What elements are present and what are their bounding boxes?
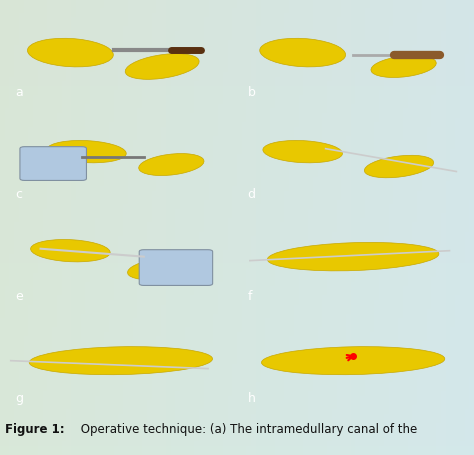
Text: f: f [247,290,252,303]
Ellipse shape [29,347,212,375]
Ellipse shape [267,243,439,271]
Ellipse shape [27,39,113,68]
Text: e: e [15,290,23,303]
Text: Operative technique: (a) The intramedullary canal of the: Operative technique: (a) The intramedull… [77,422,417,435]
FancyBboxPatch shape [139,250,213,286]
Ellipse shape [371,56,436,78]
Ellipse shape [128,258,197,280]
FancyBboxPatch shape [20,147,86,181]
Text: b: b [247,86,255,99]
Ellipse shape [365,156,434,178]
Text: a: a [15,86,23,99]
Ellipse shape [260,39,346,68]
Text: c: c [15,188,22,201]
Text: Figure 1:: Figure 1: [5,422,64,435]
Text: h: h [247,391,255,404]
Ellipse shape [46,141,126,163]
Ellipse shape [139,154,204,176]
Ellipse shape [31,240,110,262]
Text: g: g [15,391,23,404]
Ellipse shape [263,141,342,163]
Ellipse shape [262,347,445,375]
Text: d: d [247,188,255,201]
Ellipse shape [125,55,199,80]
